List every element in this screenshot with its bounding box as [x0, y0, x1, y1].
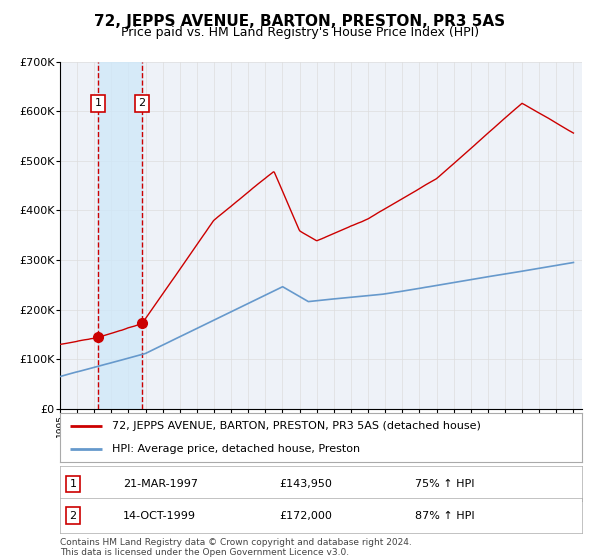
Text: 87% ↑ HPI: 87% ↑ HPI [415, 511, 475, 521]
Text: 2: 2 [70, 511, 77, 521]
Text: 21-MAR-1997: 21-MAR-1997 [122, 479, 197, 489]
Text: Contains HM Land Registry data © Crown copyright and database right 2024.
This d: Contains HM Land Registry data © Crown c… [60, 538, 412, 557]
Text: 75% ↑ HPI: 75% ↑ HPI [415, 479, 475, 489]
Text: 1: 1 [94, 98, 101, 108]
Text: Price paid vs. HM Land Registry's House Price Index (HPI): Price paid vs. HM Land Registry's House … [121, 26, 479, 39]
Text: 72, JEPPS AVENUE, BARTON, PRESTON, PR3 5AS: 72, JEPPS AVENUE, BARTON, PRESTON, PR3 5… [94, 14, 506, 29]
Bar [98, 62, 142, 409]
Text: 1: 1 [70, 479, 77, 489]
Text: £143,950: £143,950 [279, 479, 332, 489]
Text: £172,000: £172,000 [279, 511, 332, 521]
Text: 14-OCT-1999: 14-OCT-1999 [122, 511, 196, 521]
Text: 2: 2 [139, 98, 146, 108]
Text: 72, JEPPS AVENUE, BARTON, PRESTON, PR3 5AS (detached house): 72, JEPPS AVENUE, BARTON, PRESTON, PR3 5… [112, 421, 481, 431]
Text: HPI: Average price, detached house, Preston: HPI: Average price, detached house, Pres… [112, 444, 361, 454]
